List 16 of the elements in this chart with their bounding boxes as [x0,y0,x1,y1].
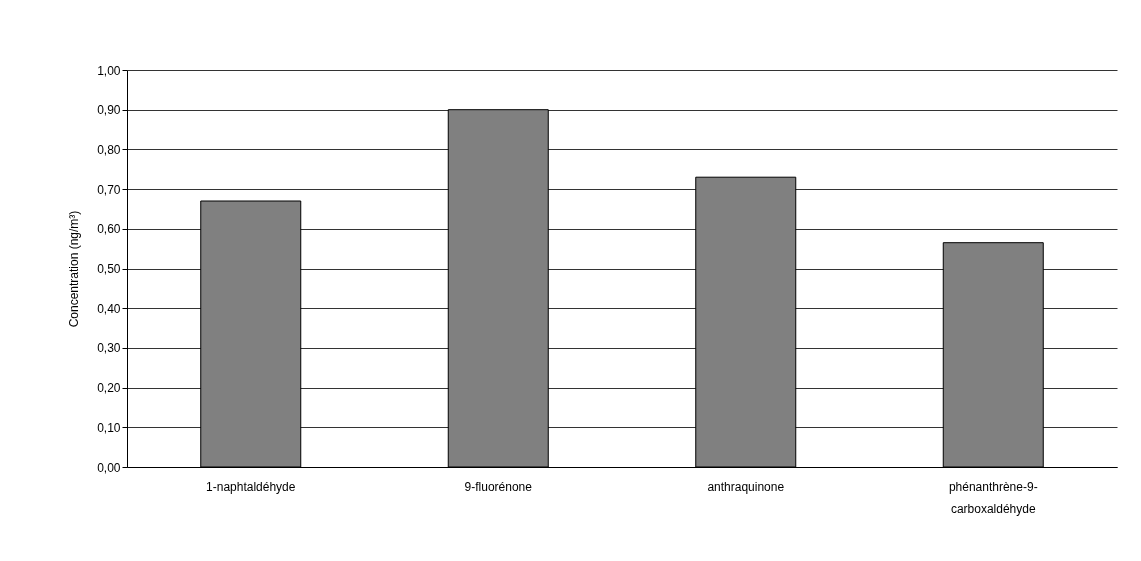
y-axis-title: Concentration (ng/m³) [67,210,82,328]
y-tick-label: 0,00 [97,460,121,475]
y-tick-label: 0,80 [97,142,121,157]
y-tick-label: 0,70 [97,182,121,197]
x-tick-label: 1-naphtaldéhyde [206,479,296,494]
x-tick-label: anthraquinone [707,479,785,494]
y-tick-label: 0,30 [97,341,121,356]
y-tick-label: 0,60 [97,222,121,237]
y-tick-label: 1,00 [97,63,121,78]
y-tick-label: 0,40 [97,301,121,316]
x-tick-label: 9-fluorénone [464,479,533,494]
y-tick-label: 0,20 [97,381,121,396]
y-tick-label: 0,90 [97,103,121,118]
y-tick-label: 0,50 [97,262,121,276]
y-tick-label: 0,10 [97,420,121,435]
x-tick-label: phénanthrène-9-carboxaldéhyde [948,479,1038,516]
